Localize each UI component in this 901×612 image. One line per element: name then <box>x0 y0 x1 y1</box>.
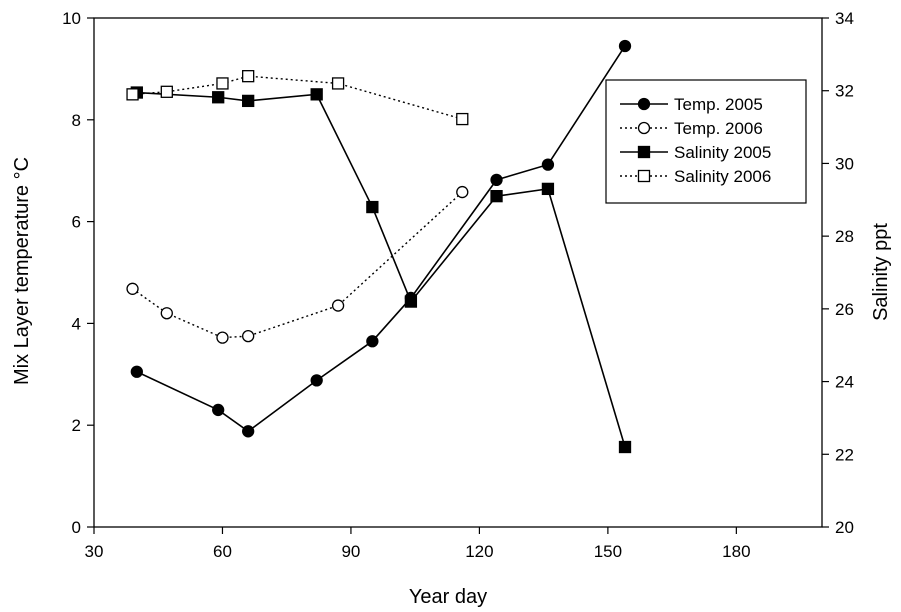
legend-label-temp-2006: Temp. 2006 <box>674 119 763 138</box>
legend-label-temp-2005: Temp. 2005 <box>674 95 763 114</box>
data-point-temp-2006 <box>242 329 255 343</box>
data-point-salinity-2006 <box>126 88 139 101</box>
data-point-salinity-2005 <box>404 295 418 308</box>
data-point-salinity-2005 <box>212 91 225 104</box>
y-tick-label-left: 2 <box>72 416 81 435</box>
series-line-salinity-2005 <box>136 91 626 448</box>
x-tick-label: 180 <box>722 542 750 561</box>
markers-temp-2005 <box>130 39 632 438</box>
y-tick-label-right: 20 <box>835 518 854 537</box>
legend-marker-salinity-2006 <box>637 169 651 183</box>
y-axis-title-right: Salinity ppt <box>870 223 892 321</box>
markers-temp-2006 <box>126 185 469 344</box>
x-tick-label: 30 <box>85 542 104 561</box>
data-point-salinity-2005 <box>310 88 323 101</box>
series-temp-2005 <box>136 45 626 433</box>
data-point-salinity-2006 <box>160 85 173 98</box>
x-axis-title: Year day <box>409 586 487 608</box>
plot-frame <box>93 17 823 528</box>
y-tick-label-right: 28 <box>835 227 854 246</box>
data-point-temp-2005 <box>242 425 255 438</box>
y-tick-label-right: 32 <box>835 82 854 101</box>
data-point-temp-2006 <box>216 331 229 344</box>
data-point-temp-2006 <box>456 185 469 199</box>
y-tick-label-right: 26 <box>835 300 854 319</box>
data-point-temp-2005 <box>490 173 503 187</box>
x-tick-label: 90 <box>341 542 360 561</box>
markers-salinity-2006 <box>126 70 469 126</box>
y-tick-label-right: 30 <box>835 154 854 173</box>
series-temp-2006 <box>132 191 463 339</box>
x-tick-label: 60 <box>213 542 232 561</box>
data-point-salinity-2006 <box>331 77 345 90</box>
y-tick-label-right: 22 <box>835 445 854 464</box>
series-salinity-2006 <box>132 75 463 120</box>
data-point-salinity-2006 <box>456 112 469 126</box>
series-line-temp-2005 <box>136 45 626 433</box>
data-point-temp-2005 <box>310 374 323 387</box>
x-tick-label: 150 <box>594 542 622 561</box>
data-point-salinity-2006 <box>216 77 229 90</box>
data-point-temp-2005 <box>130 365 143 378</box>
markers-salinity-2005 <box>130 86 632 454</box>
data-point-temp-2006 <box>126 282 139 295</box>
data-point-temp-2005 <box>618 39 632 53</box>
y-tick-label-left: 0 <box>72 518 81 537</box>
data-point-salinity-2005 <box>541 182 555 196</box>
data-point-salinity-2005 <box>618 440 632 454</box>
data-point-temp-2005 <box>212 403 225 417</box>
y-tick-label-left: 8 <box>72 111 81 130</box>
series-salinity-2005 <box>136 91 626 448</box>
y-tick-label-right: 24 <box>835 373 854 392</box>
data-point-temp-2006 <box>160 307 173 320</box>
data-point-temp-2005 <box>541 158 555 171</box>
x-tick-label: 120 <box>465 542 493 561</box>
y-tick-label-right: 34 <box>835 9 854 28</box>
y-tick-label-left: 10 <box>62 9 81 28</box>
series-line-temp-2006 <box>132 191 463 339</box>
legend-marker-salinity-2005 <box>637 145 651 159</box>
legend-label-salinity-2005: Salinity 2005 <box>674 143 771 162</box>
y-axis-title-left: Mix Layer temperature °C <box>11 157 33 385</box>
y-tick-label-left: 4 <box>72 314 81 333</box>
data-point-temp-2006 <box>331 299 345 312</box>
data-point-salinity-2005 <box>242 94 255 108</box>
series-group <box>126 39 632 454</box>
plot-area-border <box>93 17 823 528</box>
legend-label-salinity-2006: Salinity 2006 <box>674 167 771 186</box>
data-point-salinity-2005 <box>490 189 503 203</box>
legend-marker-temp-2005 <box>637 97 651 111</box>
data-point-salinity-2005 <box>366 200 379 214</box>
legend: Temp. 2005 Temp. 2006 Salinity 2005 Salinit… <box>605 79 807 204</box>
y-tick-label-left: 6 <box>72 213 81 232</box>
data-point-salinity-2006 <box>242 70 255 83</box>
series-line-salinity-2006 <box>132 75 463 120</box>
legend-marker-temp-2006 <box>637 121 651 135</box>
data-point-temp-2005 <box>366 335 379 348</box>
